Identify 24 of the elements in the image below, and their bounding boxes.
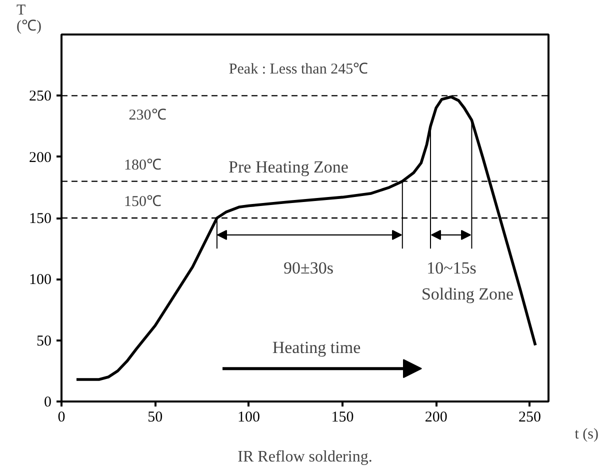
annotation: 90±30s xyxy=(284,258,334,278)
annotation: Pre Heating Zone xyxy=(228,158,348,177)
x-tick-label: 150 xyxy=(331,410,354,426)
text: IR Reflow soldering. xyxy=(238,448,372,466)
x-tick-label: 0 xyxy=(58,410,66,426)
y-tick-label: 100 xyxy=(29,272,52,288)
x-tick-label: 250 xyxy=(518,410,542,426)
y-tick-label: 0 xyxy=(44,394,52,410)
y-tick-label: 250 xyxy=(29,88,52,105)
ref-line-label: 180℃ xyxy=(124,157,162,174)
y-tick-label: 50 xyxy=(36,333,52,350)
annotation: Heating time xyxy=(272,338,361,358)
x-tick-label: 100 xyxy=(238,410,260,426)
annotation: 230℃ xyxy=(128,107,166,124)
annotation: Peak : Less than 245℃ xyxy=(228,61,368,78)
x-tick-label: 50 xyxy=(148,410,163,426)
x-axis-title: t (s) xyxy=(574,426,599,442)
y-axis-title: T (℃) xyxy=(16,2,42,34)
x-tick-label: 200 xyxy=(424,410,448,426)
annotation: 10~15s xyxy=(426,258,476,278)
ref-line-label: 150℃ xyxy=(124,194,162,210)
y-tick-label: 200 xyxy=(29,150,52,166)
annotation: Solding Zone xyxy=(421,284,514,304)
y-tick-label: 150 xyxy=(29,211,52,227)
